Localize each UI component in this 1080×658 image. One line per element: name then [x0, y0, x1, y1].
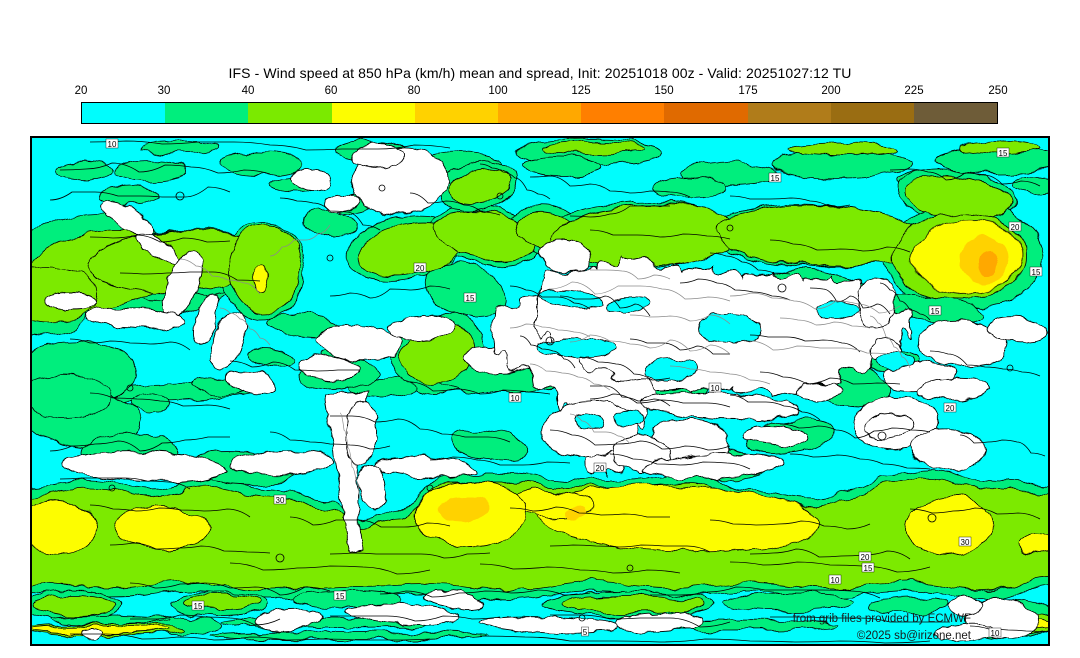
svg-text:5: 5 [583, 628, 588, 637]
svg-text:15: 15 [1032, 268, 1041, 277]
svg-text:10: 10 [511, 394, 520, 403]
svg-text:15: 15 [864, 564, 873, 573]
svg-text:15: 15 [466, 294, 475, 303]
svg-text:20: 20 [596, 464, 605, 473]
svg-text:30: 30 [276, 496, 285, 505]
svg-text:20: 20 [416, 264, 425, 273]
svg-text:15: 15 [336, 592, 345, 601]
svg-text:10: 10 [991, 629, 1000, 638]
svg-text:10: 10 [831, 576, 840, 585]
svg-text:from grib files provided by EC: from grib files provided by ECMWF [793, 613, 971, 625]
svg-text:20: 20 [1011, 223, 1020, 232]
svg-text:10: 10 [108, 140, 117, 149]
svg-text:15: 15 [771, 174, 780, 183]
svg-text:15: 15 [194, 602, 203, 611]
svg-text:©2025 sb@irizone.net: ©2025 sb@irizone.net [857, 630, 972, 642]
svg-text:10: 10 [711, 384, 720, 393]
svg-text:20: 20 [946, 404, 955, 413]
svg-text:15: 15 [931, 307, 940, 316]
svg-text:30: 30 [961, 538, 970, 547]
svg-text:15: 15 [999, 149, 1008, 158]
svg-text:20: 20 [861, 553, 870, 562]
